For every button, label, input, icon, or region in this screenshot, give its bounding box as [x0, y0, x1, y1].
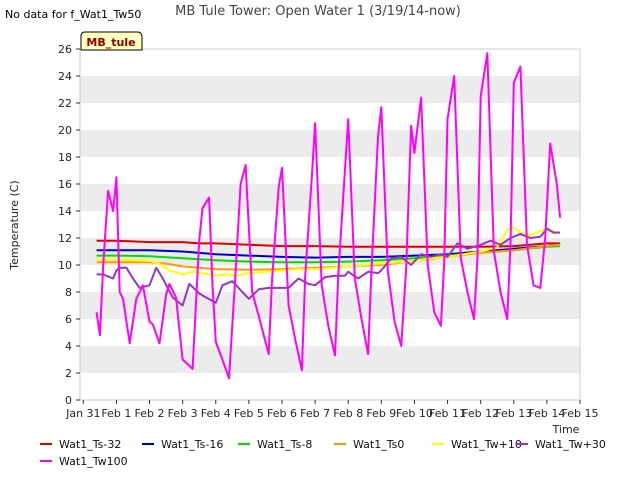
- grid-band: [80, 292, 580, 319]
- x-tick-label: Feb 1: [101, 407, 131, 420]
- x-axis: Jan 31 Feb 1 Feb 2 Feb 3 Feb 4 Feb 5 Feb 6 Feb …: [65, 400, 598, 420]
- x-tick-label: Feb 11: [429, 407, 466, 420]
- legend-label-wat1-tw-10: Wat1_Tw+10: [451, 438, 522, 451]
- y-tick-label: 8: [65, 286, 72, 299]
- series-lines: [95, 52, 562, 380]
- series-line-wat1-tw-30: [96, 227, 561, 307]
- site-badge-label: MB_tule: [86, 36, 135, 49]
- x-tick-label: Jan 31: [65, 407, 100, 420]
- series-line-wat1-ts-32: [96, 239, 561, 248]
- site-badge: MB_tule: [80, 31, 143, 51]
- x-tick-label: Feb 2: [135, 407, 165, 420]
- x-tick-label: Feb 7: [300, 407, 330, 420]
- legend-label-wat1-ts-32: Wat1_Ts-32: [59, 438, 121, 451]
- plot-frame: [79, 48, 581, 401]
- x-tick-label: Feb 9: [366, 407, 396, 420]
- chart-title: MB Tule Tower: Open Water 1 (3/19/14-now…: [175, 4, 461, 19]
- legend-label-wat1-ts-8: Wat1_Ts-8: [257, 438, 312, 451]
- grid-band: [80, 346, 580, 373]
- y-tick-label: 4: [65, 340, 72, 353]
- y-tick-label: 14: [58, 205, 72, 218]
- legend: Wat1_Ts-32 Wat1_Ts-16 Wat1_Ts-8 Wat1_Ts0 Wat…: [40, 438, 606, 468]
- site-badge-box: [80, 31, 143, 51]
- y-tick-label: 22: [58, 97, 72, 110]
- x-tick-label: Feb 15: [562, 407, 599, 420]
- x-tick-label: Feb 3: [168, 407, 198, 420]
- x-tick-label: Feb 13: [495, 407, 532, 420]
- y-axis-label: Temperature (C): [8, 180, 21, 270]
- y-tick-label: 6: [65, 313, 72, 326]
- y-tick-label: 20: [58, 124, 72, 137]
- x-tick-label: Feb 14: [528, 407, 565, 420]
- no-data-note: No data for f_Wat1_Tw50: [5, 8, 141, 21]
- y-tick-label: 10: [58, 259, 72, 272]
- legend-label-wat1-ts-16: Wat1_Ts-16: [161, 438, 223, 451]
- x-tick-label: Feb 4: [201, 407, 231, 420]
- x-tick-label: Feb 6: [267, 407, 297, 420]
- x-tick-label: Feb 5: [234, 407, 264, 420]
- y-tick-label: 18: [58, 151, 72, 164]
- legend-label-wat1-ts0: Wat1_Ts0: [353, 438, 404, 451]
- plot-background: [80, 76, 580, 373]
- x-tick-label: Feb 12: [462, 407, 499, 420]
- x-axis-label: Time: [552, 423, 580, 436]
- series-line-wat1-ts-16: [96, 243, 561, 259]
- y-tick-label: 12: [58, 232, 72, 245]
- y-tick-label: 24: [58, 70, 72, 83]
- series-line-wat1-tw-10: [96, 226, 561, 277]
- y-tick-label: 26: [58, 43, 72, 56]
- grid-band: [80, 184, 580, 211]
- y-tick-label: 16: [58, 178, 72, 191]
- legend-label-wat1-tw100: Wat1_Tw100: [59, 455, 128, 468]
- series-line-wat1-tw100: [95, 52, 562, 380]
- grid-band: [80, 130, 580, 157]
- x-tick-label: Feb 10: [396, 407, 433, 420]
- y-tick-label: 2: [65, 367, 72, 380]
- y-tick-label: 0: [65, 394, 72, 407]
- grid-band: [80, 76, 580, 103]
- legend-label-wat1-tw-30: Wat1_Tw+30: [535, 438, 606, 451]
- x-tick-label: Feb 8: [333, 407, 363, 420]
